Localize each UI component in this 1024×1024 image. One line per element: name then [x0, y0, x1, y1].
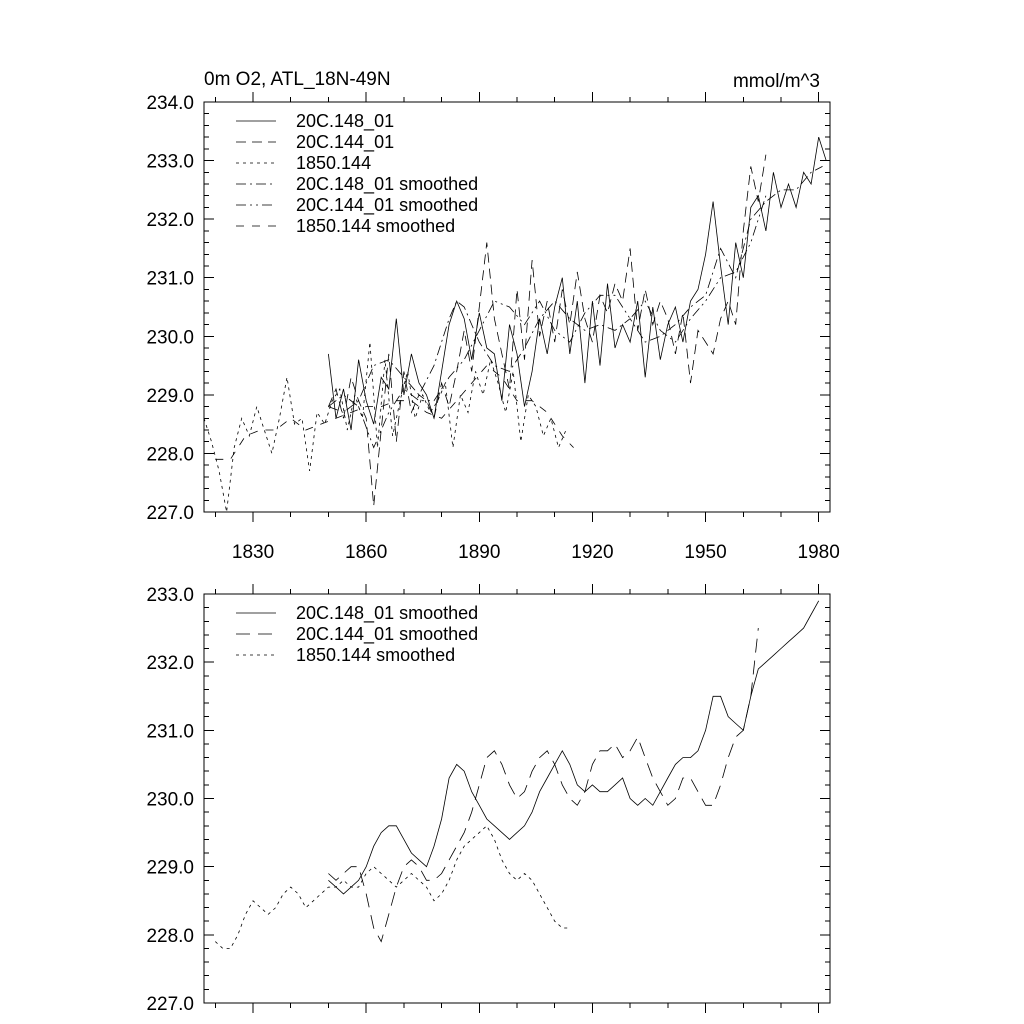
- y-tick-label: 230.0: [146, 790, 194, 811]
- series-line: [328, 154, 767, 507]
- series-line: [203, 342, 567, 513]
- legend-label: 20C.148_01 smoothed: [296, 174, 478, 195]
- legend-label: 20C.144_01 smoothed: [296, 195, 478, 216]
- y-tick-label: 227.0: [146, 503, 194, 524]
- x-tick-label: 1950: [684, 542, 726, 563]
- y-tick-label: 228.0: [146, 444, 194, 465]
- y-tick-label: 233.0: [146, 152, 194, 173]
- chart-title: 0m O2, ATL_18N-49N: [204, 69, 391, 90]
- units-label: mmol/m^3: [733, 71, 820, 92]
- y-tick-label: 234.0: [146, 93, 194, 114]
- y-tick-label: 231.0: [146, 269, 194, 290]
- y-tick-label: 229.0: [146, 386, 194, 407]
- legend-label: 1850.144 smoothed: [296, 645, 455, 665]
- y-tick-label: 227.0: [146, 994, 194, 1015]
- y-tick-label: 229.0: [146, 858, 194, 879]
- y-tick-label: 232.0: [146, 210, 194, 231]
- legend-label: 1850.144 smoothed: [296, 216, 455, 236]
- x-tick-label: 1980: [798, 542, 840, 563]
- legend-label: 20C.144_01 smoothed: [296, 624, 478, 645]
- top-panel: 227.0 228.0 229.0 230.0 231.0 232.0 233.0 234.0…: [146, 69, 839, 563]
- series-line: [328, 166, 823, 413]
- legend-label: 20C.144_01: [296, 132, 394, 153]
- series-line: [328, 600, 820, 895]
- series-line: [215, 365, 574, 460]
- bottom-panel: 227.0 228.0 229.0 230.0 231.0 232.0 233.0 20C.1…: [146, 584, 831, 1015]
- y-tick-label: 230.0: [146, 327, 194, 348]
- x-tick-label: 1920: [571, 542, 613, 563]
- y-tick-label: 232.0: [146, 653, 194, 674]
- legend-label: 20C.148_01 smoothed: [296, 603, 478, 624]
- x-tick-label: 1830: [232, 542, 274, 563]
- legend-label: 20C.148_01: [296, 111, 394, 132]
- y-tick-label: 233.0: [146, 585, 194, 606]
- y-tick-label: 231.0: [146, 721, 194, 742]
- series-line: [328, 136, 827, 431]
- legend-label: 1850.144: [296, 153, 371, 173]
- series-line: [215, 825, 570, 949]
- x-tick-label: 1860: [345, 542, 387, 563]
- x-tick-label: 1890: [458, 542, 500, 563]
- series-line: [328, 195, 767, 449]
- series-line: [328, 628, 759, 943]
- y-tick-label: 228.0: [146, 926, 194, 947]
